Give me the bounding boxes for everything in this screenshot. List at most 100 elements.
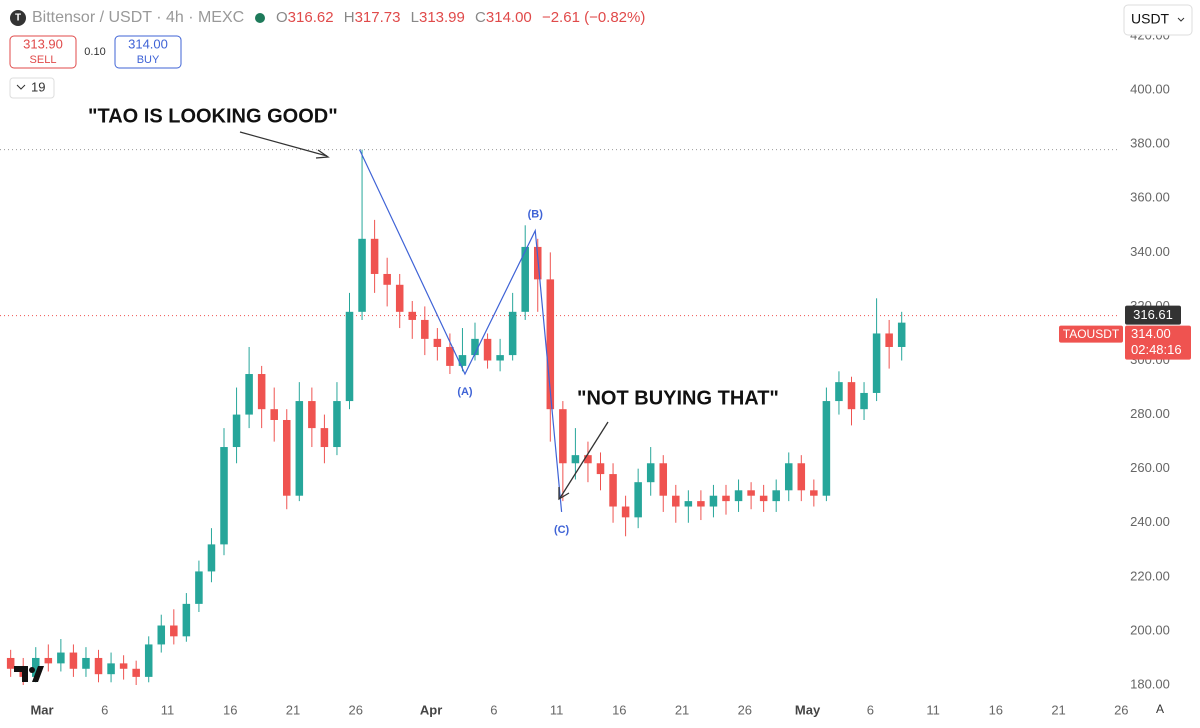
x-tick-label: 21 — [1051, 702, 1065, 717]
candle-body — [634, 482, 642, 518]
candle — [734, 479, 743, 512]
candle-body — [345, 311, 354, 402]
candle — [446, 333, 454, 375]
candle-body — [257, 374, 266, 410]
candle — [483, 333, 492, 369]
candle-body — [759, 495, 768, 502]
candle — [383, 257, 391, 307]
candle-body — [621, 506, 630, 518]
tv-logo — [14, 666, 44, 682]
x-tick-label: Mar — [30, 702, 53, 717]
countdown: 02:48:16 — [1131, 342, 1182, 357]
candle-body — [82, 657, 90, 669]
candle-body — [358, 238, 366, 312]
candle — [320, 414, 329, 464]
annotation: "TAO IS LOOKING GOOD" — [88, 105, 338, 127]
candle — [709, 484, 718, 518]
candle — [370, 219, 379, 293]
arrow-head — [558, 487, 570, 501]
buy-box[interactable] — [114, 35, 182, 69]
candle — [521, 225, 529, 320]
candle-body — [57, 652, 65, 664]
indicators-toggle[interactable]: 19 — [9, 77, 55, 99]
candle-body — [458, 355, 467, 366]
candle-body — [872, 333, 881, 393]
candle — [308, 387, 316, 448]
currency-select[interactable]: USDT — [1123, 4, 1193, 36]
x-tick-label: 11 — [550, 702, 564, 717]
indicators-count[interactable]: 19 — [31, 79, 45, 94]
c-label: C — [475, 9, 486, 26]
sell-price[interactable]: 313.90 — [23, 36, 63, 51]
candle — [295, 382, 304, 502]
x-tick-label: 11 — [161, 702, 175, 717]
y-tick-label: 360.00 — [1130, 190, 1170, 205]
sell-button[interactable]: 313.90 SELL — [9, 35, 77, 69]
currency[interactable]: USDT — [1131, 11, 1170, 27]
candle-body — [195, 571, 203, 604]
currency-box[interactable] — [1123, 4, 1193, 36]
status-dot — [255, 13, 265, 23]
candle-body — [847, 382, 856, 410]
candle — [107, 652, 115, 683]
x-tick-label: 16 — [989, 702, 1003, 717]
candle-body — [295, 401, 304, 496]
candle-body — [672, 495, 680, 507]
candle — [220, 428, 228, 556]
symbol-tag-label: TAOUSDT — [1063, 327, 1120, 341]
logo — [10, 10, 26, 26]
candle — [94, 649, 103, 683]
sell-label[interactable]: SELL — [30, 54, 57, 66]
candle — [747, 482, 755, 510]
candle-body — [32, 657, 40, 677]
candle — [157, 614, 166, 653]
candle — [170, 609, 178, 645]
candle-body — [784, 463, 793, 491]
chevron[interactable] — [16, 84, 26, 90]
candle — [496, 338, 504, 372]
candle-body — [157, 625, 166, 645]
candle — [408, 301, 417, 339]
buy-button[interactable]: 314.00 BUY — [114, 35, 182, 69]
candle-body — [885, 333, 893, 347]
h-value: 317.73 — [355, 9, 401, 26]
auto-label[interactable]: A — [1156, 702, 1164, 716]
candle — [245, 346, 253, 429]
auto-scale-button[interactable]: A — [1150, 700, 1170, 720]
logo-part — [32, 666, 44, 682]
candle-body — [508, 311, 517, 356]
buy-price[interactable]: 314.00 — [128, 36, 168, 51]
y-tick-label: 280.00 — [1130, 406, 1170, 421]
chevron[interactable] — [1177, 17, 1185, 22]
x-tick-label: 21 — [286, 702, 300, 717]
candle — [784, 452, 793, 502]
buy-label[interactable]: BUY — [137, 54, 160, 66]
symbol-tag — [1059, 325, 1123, 343]
candle-body — [559, 409, 567, 464]
indicators-box[interactable] — [9, 77, 55, 99]
sell-box[interactable] — [9, 35, 77, 69]
arrow-head — [315, 149, 330, 159]
candle — [458, 328, 467, 372]
candle — [697, 490, 705, 521]
candle-body — [395, 284, 404, 312]
candle-body — [383, 273, 391, 285]
candle — [646, 447, 655, 496]
close-tag-label: 314.00 — [1131, 326, 1171, 341]
logo-part — [29, 667, 35, 673]
candle-body — [308, 401, 316, 429]
candle — [270, 387, 278, 442]
close-tag — [1125, 325, 1191, 360]
candle — [119, 655, 128, 680]
candle — [345, 292, 354, 410]
candle-body — [69, 652, 78, 669]
candle — [722, 484, 730, 515]
y-tick-label: 200.00 — [1130, 622, 1170, 637]
auto-box[interactable] — [1150, 700, 1170, 720]
candle-body — [270, 409, 278, 420]
candle-body — [571, 455, 580, 464]
candle — [508, 292, 517, 361]
candle — [132, 660, 140, 685]
plot: 180.00200.00220.00240.00260.00280.00300.… — [0, 27, 1170, 717]
